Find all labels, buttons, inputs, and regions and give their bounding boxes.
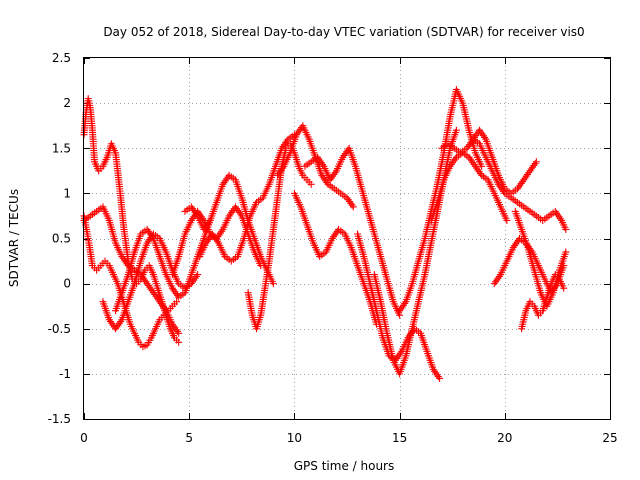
- y-tick-label: -0.5: [48, 322, 71, 336]
- data-point: [173, 298, 181, 306]
- y-tick-label: 2.5: [52, 51, 71, 65]
- data-point: [562, 248, 570, 256]
- y-tick-label: 1.5: [52, 141, 71, 155]
- data-point: [452, 126, 460, 134]
- data-markers: [80, 86, 570, 382]
- x-tick-label: 15: [392, 431, 407, 445]
- x-tick-labels: 0 5 10 15 20 25: [80, 431, 617, 445]
- data-point: [194, 271, 202, 279]
- y-tick-label: 1: [63, 186, 71, 200]
- data-point: [436, 374, 444, 382]
- x-tick-label: 25: [602, 431, 617, 445]
- x-tick-label: 5: [185, 431, 193, 445]
- x-axis-label: GPS time / hours: [294, 459, 395, 473]
- y-tick-label: -1: [59, 367, 71, 381]
- x-tick-label: 20: [497, 431, 512, 445]
- y-axis-label: SDTVAR / TECUs: [7, 189, 21, 287]
- y-tick-label: 0: [63, 277, 71, 291]
- data-point: [478, 162, 486, 170]
- x-tick-label: 10: [287, 431, 302, 445]
- y-tick-labels: -1.5 -1 -0.5 0 0.5 1 1.5 2 2.5: [48, 51, 71, 426]
- data-point: [349, 203, 357, 211]
- data-point: [562, 225, 570, 233]
- plot-frame: [83, 57, 611, 420]
- data-point: [269, 280, 277, 288]
- chart-title: Day 052 of 2018, Sidereal Day-to-day VTE…: [103, 25, 584, 39]
- data-point: [560, 284, 568, 292]
- y-tick-label: -1.5: [48, 412, 71, 426]
- data-point: [175, 329, 183, 337]
- y-tick-label: 0.5: [52, 232, 71, 246]
- x-tick-label: 0: [80, 431, 88, 445]
- data-point: [532, 158, 540, 166]
- data-point: [503, 216, 511, 224]
- grid-lines: [84, 58, 610, 419]
- data-point: [307, 180, 315, 188]
- y-tick-label: 2: [63, 96, 71, 110]
- data-point: [175, 338, 183, 346]
